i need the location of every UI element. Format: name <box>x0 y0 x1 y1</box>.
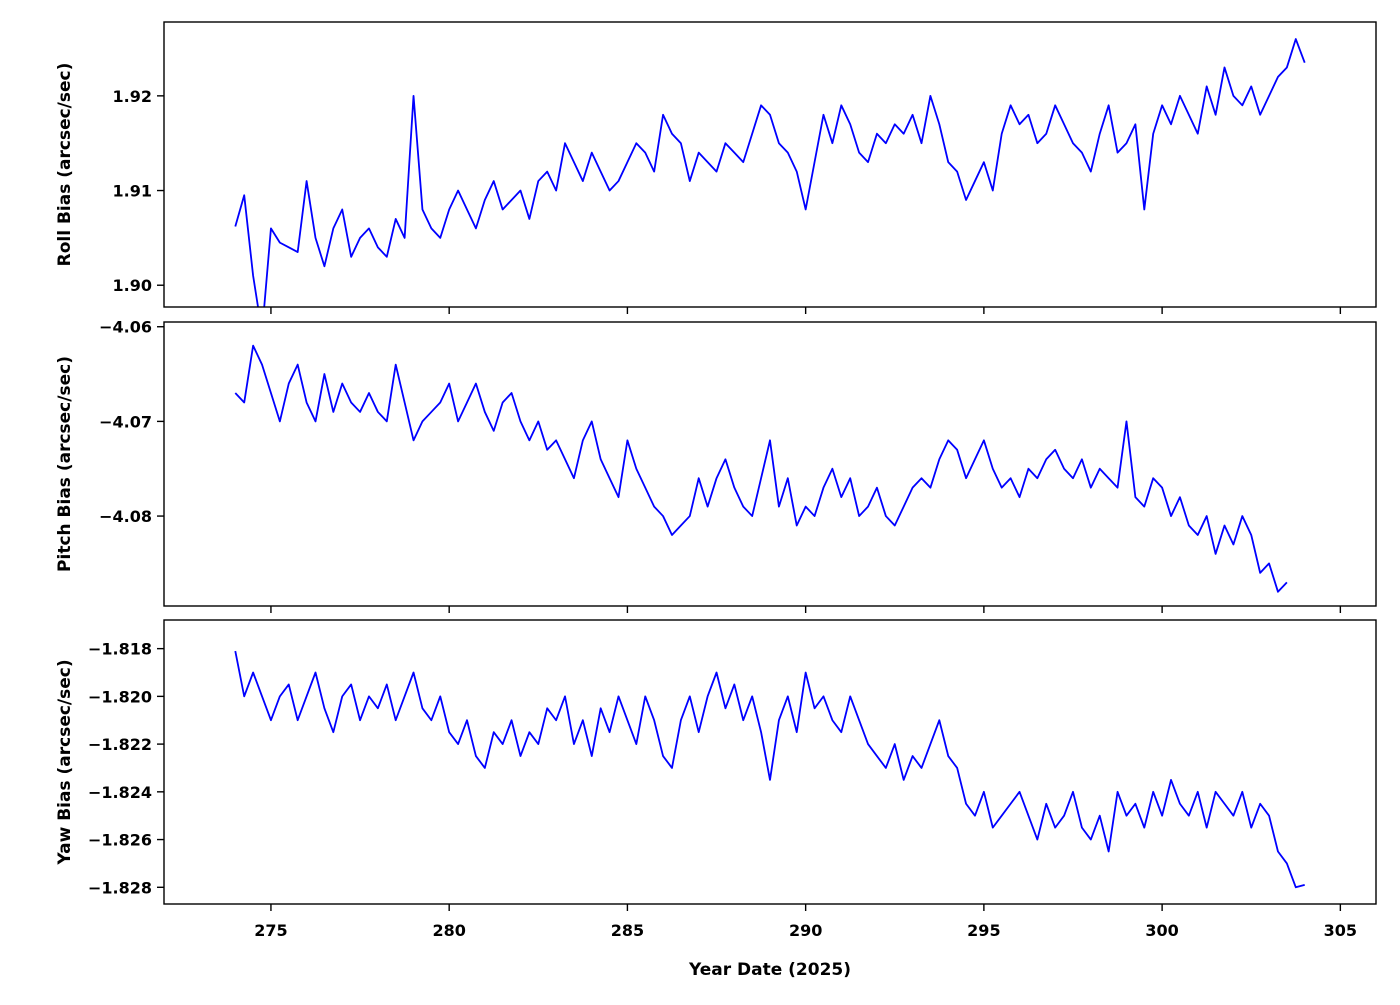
pitch-plot-frame <box>163 321 1377 607</box>
yaw-y-tick-label: −1.824 <box>88 783 152 802</box>
pitch-y-tick-label: −4.06 <box>99 318 152 337</box>
yaw-y-tick-label: −1.820 <box>88 687 152 706</box>
roll-y-tick-label: 1.90 <box>113 276 152 295</box>
roll-y-axis-label: Roll Bias (arcsec/sec) <box>55 63 75 267</box>
yaw-y-tick-label: −1.822 <box>88 735 152 754</box>
x-tick-label: 295 <box>967 921 1000 940</box>
roll-plot-frame <box>163 21 1377 308</box>
yaw-y-tick-label: −1.818 <box>88 640 152 659</box>
yaw-plot-frame <box>163 619 1377 905</box>
panel-yaw: −1.818 −1.820 −1.822 −1.824 −1.826 −1.828 Yaw … <box>55 619 1377 911</box>
pitch-y-axis-label: Pitch Bias (arcsec/sec) <box>55 356 75 572</box>
x-tick-label: 280 <box>432 921 465 940</box>
x-tick-label: 275 <box>254 921 287 940</box>
x-tick-label: 290 <box>789 921 822 940</box>
yaw-bias-line <box>234 650 1305 889</box>
x-axis: 275 280 285 290 295 300 305 <box>254 921 1357 940</box>
x-axis-label: Year Date (2025) <box>688 960 851 980</box>
roll-bias-line <box>234 38 1306 307</box>
pitch-bias-line <box>234 344 1288 593</box>
yaw-y-tick-label: −1.828 <box>88 878 152 897</box>
x-tick-label: 300 <box>1145 921 1178 940</box>
pitch-y-tick-label: −4.07 <box>99 412 152 431</box>
x-tick-label: 305 <box>1324 921 1357 940</box>
roll-y-tick-label: 1.91 <box>113 182 152 201</box>
roll-y-tick-label: 1.92 <box>113 87 152 106</box>
x-tick-label: 285 <box>611 921 644 940</box>
yaw-y-tick-label: −1.826 <box>88 831 152 850</box>
panel-pitch: −4.06 −4.07 −4.08 Pitch Bias (arcsec/sec) <box>55 318 1377 613</box>
yaw-y-axis-label: Yaw Bias (arcsec/sec) <box>55 659 75 865</box>
panel-roll: 1.90 1.91 1.92 Roll Bias (arcsec/sec) <box>55 21 1377 314</box>
pitch-y-tick-label: −4.08 <box>99 507 152 526</box>
